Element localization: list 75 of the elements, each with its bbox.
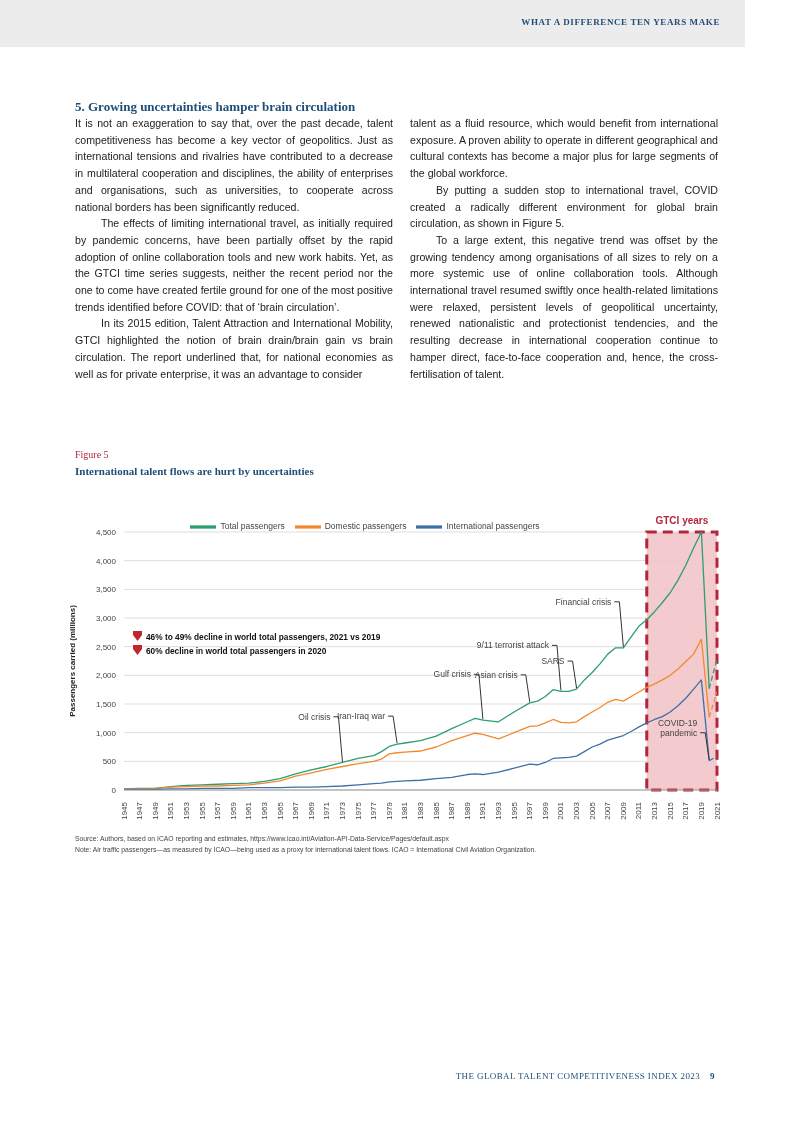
x-tick-label: 1979 [384,801,394,820]
x-tick-label: 2015 [665,801,675,820]
annotation: Financial crisis [555,596,612,607]
x-tick-label: 1967 [291,801,301,820]
text: 5. Growing uncertainties hamper brain circulation [75,99,357,115]
x-tick-label: 1953 [181,801,191,820]
annotation: 46% to 49% decline in world total passengers, 2021 vs 2019 [145,631,381,644]
text: THE GLOBAL TALENT COMPETITIVENESS INDEX 2023 [455,1071,701,1081]
x-tick-label: 1997 [525,801,535,820]
chart-subtitle: Figure 5 [75,449,109,460]
legend-label: Domestic passengers [324,521,407,532]
x-tick-label: 2007 [603,801,613,820]
x-tick-label: 1975 [353,801,363,820]
x-tick-label: 1977 [369,801,379,820]
x-tick-label: 2001 [556,801,566,820]
annotation: Iran-Iraq war [336,711,386,722]
x-tick-label: 1963 [259,801,269,820]
y-tick-label: 1,500 [95,699,117,709]
x-tick-label: 1971 [322,801,332,820]
y-tick-label: 3,000 [95,613,117,623]
text: To a large extent, this negative trend was offset by the growing tendency among organisations of all sizes to rely on a more systemic use of online collaboration tools. Although international travel resumed swiftly once health-related limitations were relaxed, persistent levels of geopolitical uncertainty, renewed nationalistic and protectionist tendencies, and the resulting decrease in international cooperation continue to hamper direct, face-to-face cooperation and, hence, the cross-fertilisation of talent. [410,233,718,380]
x-tick-label: 1983 [416,801,425,820]
x-tick-label: 1989 [462,801,472,820]
x-tick-label: 1999 [540,801,550,820]
annotation: 9/11 terrorist attack [476,640,550,651]
y-tick-label: 1,000 [95,728,117,738]
x-tick-label: 1945 [119,801,129,820]
x-tick-label: 2019 [696,801,706,820]
x-tick-label: 2009 [618,801,628,820]
x-tick-label: 1947 [135,801,145,820]
text: talent as a fluid resource, which would benefit from international exposure. A proven ability to operate in different geographical and cultural contexts has become a major plus for large segments of the global workforce. [410,116,718,182]
y-tick-label: 0 [111,785,117,795]
x-tick-label: 1973 [337,801,347,820]
text: The effects of limiting international travel, as initially required by pandemic concerns, have been partially offset by the rapid adoption of online collaboration tools and new work habits. Yet, as the GTCI time series suggests, neither the recent period nor the one to come have created fertile ground for one of the most positive trends identified before COVID: that of ‘brain circulation’. [75,216,393,315]
x-tick-label: 1995 [509,801,519,820]
x-tick-label: 1961 [244,801,254,820]
x-tick-label: 2011 [634,801,644,820]
text: WHAT A DIFFERENCE TEN YEARS MAKE [521,17,720,27]
x-tick-label: 1965 [275,801,285,820]
text: It is not an exaggeration to say that, over the past decade, talent competitiveness has become a key vector of geopolitics. Just as international tensions and rivalries have contributed to a decrease in multilateral cooperation and disciplines, the ability of enterprises and organisations, such as universities, to cooperate across national borders has been significantly reduced. [75,116,393,215]
x-tick-label: 2013 [650,801,660,820]
x-tick-label: 2003 [572,801,582,820]
y-tick-label: 3,500 [95,585,117,595]
legend-label: Total passengers [220,521,285,532]
x-tick-label: 1959 [228,801,238,820]
y-tick-label: 4,500 [95,527,117,537]
annotation: Asian crisis [474,669,518,680]
y-tick-label: 2,500 [95,642,117,652]
x-tick-label: 1969 [306,801,316,820]
x-tick-label: 1985 [431,801,441,820]
text: 9 [710,1071,715,1081]
x-tick-label: 1951 [166,801,176,820]
text: In its 2015 edition, Talent Attraction and International Mobility, GTCI highlighted the notion of brain drain/brain gain vs brain circulation. The report underlined that, for national economies as well as for private enterprise, it was an advantage to consider [75,316,393,382]
annotation: 60% decline in world total passengers in 2020 [145,645,328,658]
x-tick-label: 1949 [150,801,160,820]
y-tick-label: 500 [102,757,117,767]
x-tick-label: 1993 [494,801,504,820]
y-tick-label: 4,000 [95,556,117,566]
x-tick-label: 1957 [213,801,223,820]
x-tick-label: 1987 [447,801,457,820]
x-tick-label: 2021 [712,801,722,820]
text: By putting a sudden stop to international travel, COVID created a radically different environment for global brain circulation, as shown in Figure 5. [410,182,718,232]
chart-title: International talent flows are hurt by uncertainties [75,465,314,477]
legend-label: International passengers [446,521,540,532]
annotation: Gulf crisis [433,669,471,680]
x-tick-label: 2017 [681,801,691,820]
x-tick-label: 2005 [587,801,597,820]
x-tick-label: 1955 [197,801,207,820]
band-label: GTCI years [655,515,709,526]
annotation: Oil crisis [298,711,331,722]
x-tick-label: 1991 [478,801,488,820]
y-tick-label: 2,000 [95,671,117,681]
x-tick-label: 1981 [400,801,410,820]
annotation: COVID-19 pandemic [657,717,698,738]
y-axis-title: Passengers carried (millions) [67,604,77,717]
